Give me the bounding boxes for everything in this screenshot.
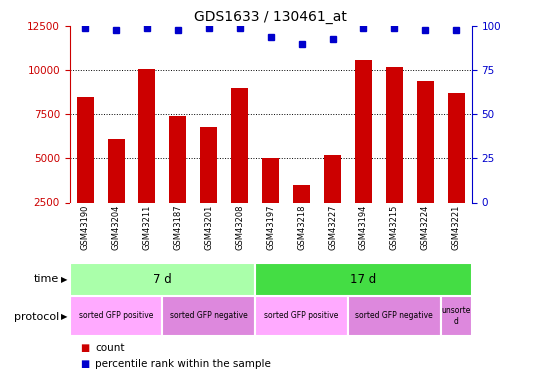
Bar	[108, 139, 124, 202]
Text: GSM43224: GSM43224	[421, 204, 430, 250]
Text: GSM43194: GSM43194	[359, 204, 368, 250]
Text: ■: ■	[80, 359, 90, 369]
Text: percentile rank within the sample: percentile rank within the sample	[95, 359, 271, 369]
Bar	[255, 262, 472, 296]
Bar	[70, 296, 162, 336]
Text: GSM43218: GSM43218	[297, 204, 306, 250]
Text: count: count	[95, 343, 125, 353]
Bar	[169, 116, 187, 202]
Bar	[348, 296, 441, 336]
Bar	[441, 296, 472, 336]
Text: GSM43221: GSM43221	[452, 204, 461, 250]
Text: GSM43201: GSM43201	[204, 204, 213, 250]
Bar	[448, 93, 465, 202]
Bar	[293, 185, 310, 202]
Text: 17 d: 17 d	[351, 273, 377, 286]
Text: unsorte
d: unsorte d	[442, 306, 471, 326]
Bar	[386, 67, 403, 203]
Text: time: time	[34, 274, 59, 284]
Bar	[324, 155, 341, 203]
Text: GSM43190: GSM43190	[80, 204, 90, 250]
Text: GSM43197: GSM43197	[266, 204, 275, 250]
Text: sorted GFP negative: sorted GFP negative	[355, 311, 433, 320]
Text: protocol: protocol	[14, 312, 59, 322]
Bar	[70, 262, 255, 296]
Bar	[162, 296, 255, 336]
Bar	[200, 127, 217, 202]
Text: GSM43208: GSM43208	[235, 204, 244, 250]
Title: GDS1633 / 130461_at: GDS1633 / 130461_at	[194, 10, 347, 24]
Bar	[262, 158, 279, 203]
Text: ■: ■	[80, 343, 90, 353]
Text: GSM43211: GSM43211	[143, 204, 152, 250]
Text: GSM43215: GSM43215	[390, 204, 399, 250]
Bar	[255, 296, 348, 336]
Bar	[77, 97, 94, 202]
Bar	[231, 88, 248, 202]
Text: sorted GFP positive: sorted GFP positive	[264, 311, 339, 320]
Text: sorted GFP positive: sorted GFP positive	[79, 311, 153, 320]
Bar	[355, 60, 372, 202]
Text: ▶: ▶	[61, 312, 67, 321]
Text: ▶: ▶	[61, 275, 67, 284]
Text: sorted GFP negative: sorted GFP negative	[170, 311, 248, 320]
Text: 7 d: 7 d	[153, 273, 172, 286]
Text: GSM43204: GSM43204	[111, 204, 121, 250]
Text: GSM43187: GSM43187	[174, 204, 182, 250]
Bar	[417, 81, 434, 203]
Bar	[138, 69, 155, 203]
Text: GSM43227: GSM43227	[328, 204, 337, 250]
